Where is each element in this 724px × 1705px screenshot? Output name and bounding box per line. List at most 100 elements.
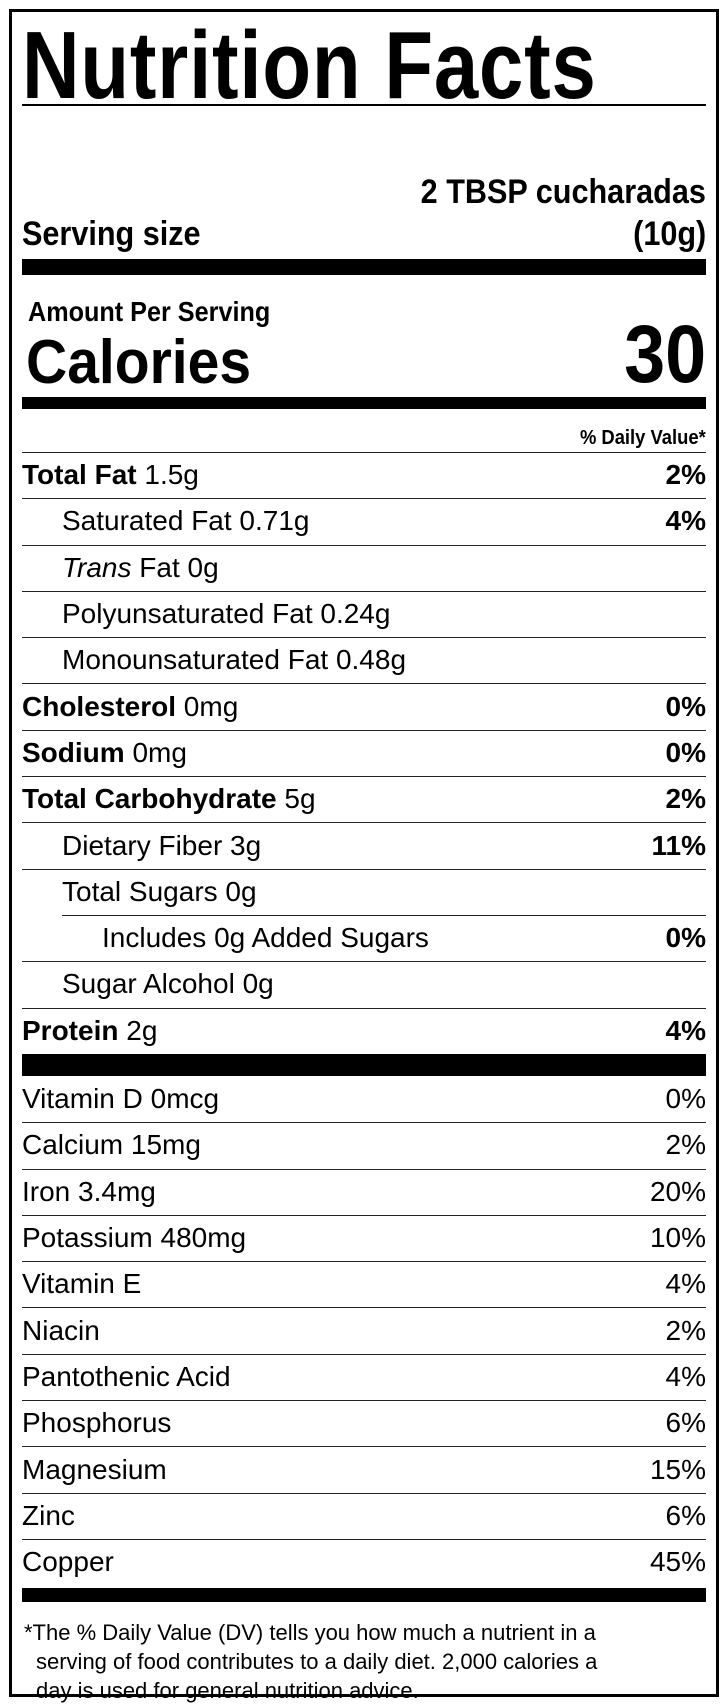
serving-size-label: Serving size [22, 215, 201, 253]
nutrient-label: Sugar Alcohol 0g [62, 968, 274, 1000]
thick-divider [22, 259, 706, 275]
vitamin-row: Vitamin D 0mcg 0% [22, 1076, 706, 1122]
serving-weight: (10g) [632, 215, 706, 253]
vitamin-list: Vitamin D 0mcg 0% Calcium 15mg 2% Iron 3.4mg… [22, 1076, 706, 1585]
nutrient-name-suffix: Fat [131, 551, 180, 583]
footnote: *The % Daily Value (DV) tells you how mu… [24, 1618, 706, 1705]
nutrient-amount: 0mg [124, 736, 187, 768]
vitamin-label: Potassium 480mg [22, 1222, 247, 1254]
vitamin-label: Pantothenic Acid [22, 1360, 231, 1392]
nutrient-row: Polyunsaturated Fat 0.24g [22, 590, 706, 637]
nutrient-name: Includes 0g Added Sugars [102, 922, 429, 954]
calories-value: 30 [623, 309, 706, 400]
nutrient-row: Saturated Fat 0.71g 4% [22, 498, 706, 544]
nutrient-amount: 0g [217, 875, 257, 907]
nutrient-daily-value: 0% [665, 690, 706, 722]
vitamin-row: Zinc 6% [22, 1492, 706, 1539]
nutrient-label: Sodium 0mg [22, 737, 187, 769]
vitamin-label: Iron 3.4mg [22, 1175, 156, 1207]
vitamin-daily-value: 15% [649, 1453, 706, 1485]
calories-label: Calories [26, 328, 252, 397]
nutrient-amount: 0.48g [328, 644, 407, 676]
nutrient-name: Dietary Fiber [62, 829, 223, 861]
vitamin-row: Potassium 480mg 10% [22, 1214, 706, 1261]
nutrient-row: Cholesterol 0mg 0% [22, 683, 706, 729]
nutrient-label: Total Fat 1.5g [22, 459, 199, 491]
thick-divider [22, 397, 706, 409]
vitamin-row: Niacin 2% [22, 1307, 706, 1353]
vitamin-row: Calcium 15mg 2% [22, 1122, 706, 1168]
daily-value-header: % Daily Value* [580, 427, 706, 449]
nutrient-name: Total Carbohydrate [22, 783, 277, 815]
nutrient-name: Protein [22, 1014, 119, 1046]
vitamin-row: Copper 45% [22, 1538, 706, 1585]
vitamin-label: Magnesium [22, 1453, 167, 1485]
vitamin-daily-value: 4% [665, 1360, 706, 1392]
nutrient-amount: 0g [234, 968, 274, 1000]
vitamin-daily-value: 0% [665, 1083, 706, 1115]
nutrient-label: Total Carbohydrate 5g [22, 783, 316, 815]
vitamin-label: Zinc [22, 1499, 75, 1531]
nutrient-label: Cholesterol 0mg [22, 691, 238, 723]
nutrient-name: Sugar Alcohol [62, 968, 235, 1000]
nutrient-name: Cholesterol [22, 690, 177, 722]
nutrient-label: Monounsaturated Fat 0.48g [62, 644, 406, 676]
nutrient-row: Total Fat 1.5g 2% [22, 452, 706, 498]
serving-amount: 2 TBSP cucharadas [420, 173, 706, 211]
vitamin-daily-value: 2% [665, 1314, 706, 1346]
vitamin-row: Magnesium 15% [22, 1446, 706, 1492]
nutrient-daily-value: 0% [665, 922, 706, 954]
vitamin-row: Phosphorus 6% [22, 1400, 706, 1446]
vitamin-label: Niacin [22, 1314, 100, 1346]
vitamin-daily-value: 6% [665, 1407, 706, 1439]
nutrition-facts-label: Nutrition Facts 2 TBSP cucharadas Servin… [9, 9, 719, 1703]
nutrient-row: Total Sugars 0g [22, 868, 706, 915]
vitamin-row: Iron 3.4mg 20% [22, 1168, 706, 1215]
nutrient-daily-value: 11% [651, 829, 707, 861]
nutrient-amount: 5g [276, 783, 316, 815]
nutrient-amount: 0.71g [231, 505, 310, 537]
nutrient-daily-value: 2% [665, 783, 706, 815]
vitamin-daily-value: 2% [665, 1129, 706, 1161]
nutrient-name: Total Sugars [62, 875, 218, 907]
nutrient-amount: 0mg [176, 690, 239, 722]
nutrient-row: Protein 2g 4% [22, 1007, 706, 1054]
vitamin-label: Vitamin D 0mcg [22, 1083, 220, 1115]
vitamin-label: Copper [22, 1546, 114, 1578]
thick-divider [22, 1588, 706, 1602]
nutrient-daily-value: 0% [665, 736, 706, 768]
vitamin-daily-value: 20% [649, 1175, 706, 1207]
vitamin-daily-value: 10% [649, 1222, 706, 1254]
nutrient-row: Includes 0g Added Sugars 0% [22, 914, 706, 961]
footnote-line: *The % Daily Value (DV) tells you how mu… [24, 1620, 596, 1645]
nutrient-daily-value: 4% [665, 505, 706, 537]
nutrient-label: Protein 2g [22, 1015, 157, 1047]
nutrient-amount: 0g [179, 551, 219, 583]
nutrient-label: Includes 0g Added Sugars [102, 922, 429, 954]
footnote-line: day is used for general nutrition advice… [36, 1678, 419, 1703]
nutrient-row: Sodium 0mg 0% [22, 729, 706, 776]
vitamin-daily-value: 6% [665, 1499, 706, 1531]
nutrient-row: Sugar Alcohol 0g [22, 961, 706, 1007]
nutrient-label: Dietary Fiber 3g [62, 830, 261, 862]
nutrient-row: Trans Fat 0g [22, 544, 706, 591]
footnote-line: serving of food contributes to a daily d… [36, 1649, 598, 1674]
vitamin-label: Calcium 15mg [22, 1129, 201, 1161]
nutrient-label: Polyunsaturated Fat 0.24g [62, 598, 390, 630]
nutrient-label: Saturated Fat 0.71g [62, 505, 310, 537]
nutrient-list: Total Fat 1.5g 2% Saturated Fat 0.71g 4% Tra… [22, 452, 706, 1054]
nutrient-name: Polyunsaturated Fat [62, 598, 313, 630]
nutrient-row: Total Carbohydrate 5g 2% [22, 776, 706, 822]
nutrient-name: Sodium [22, 736, 125, 768]
thick-divider [22, 1054, 706, 1076]
nutrient-amount: 1.5g [136, 459, 199, 491]
amount-per-serving: Amount Per Serving [28, 296, 271, 327]
nutrient-amount: 2g [118, 1014, 158, 1046]
nutrient-name: Trans [62, 551, 132, 583]
nutrient-name: Monounsaturated Fat [62, 644, 329, 676]
vitamin-row: Pantothenic Acid 4% [22, 1353, 706, 1400]
nutrient-label: Trans Fat 0g [62, 552, 219, 584]
nutrient-row: Dietary Fiber 3g 11% [22, 822, 706, 868]
nutrient-daily-value: 4% [665, 1014, 706, 1046]
label-title: Nutrition Facts [22, 12, 597, 119]
